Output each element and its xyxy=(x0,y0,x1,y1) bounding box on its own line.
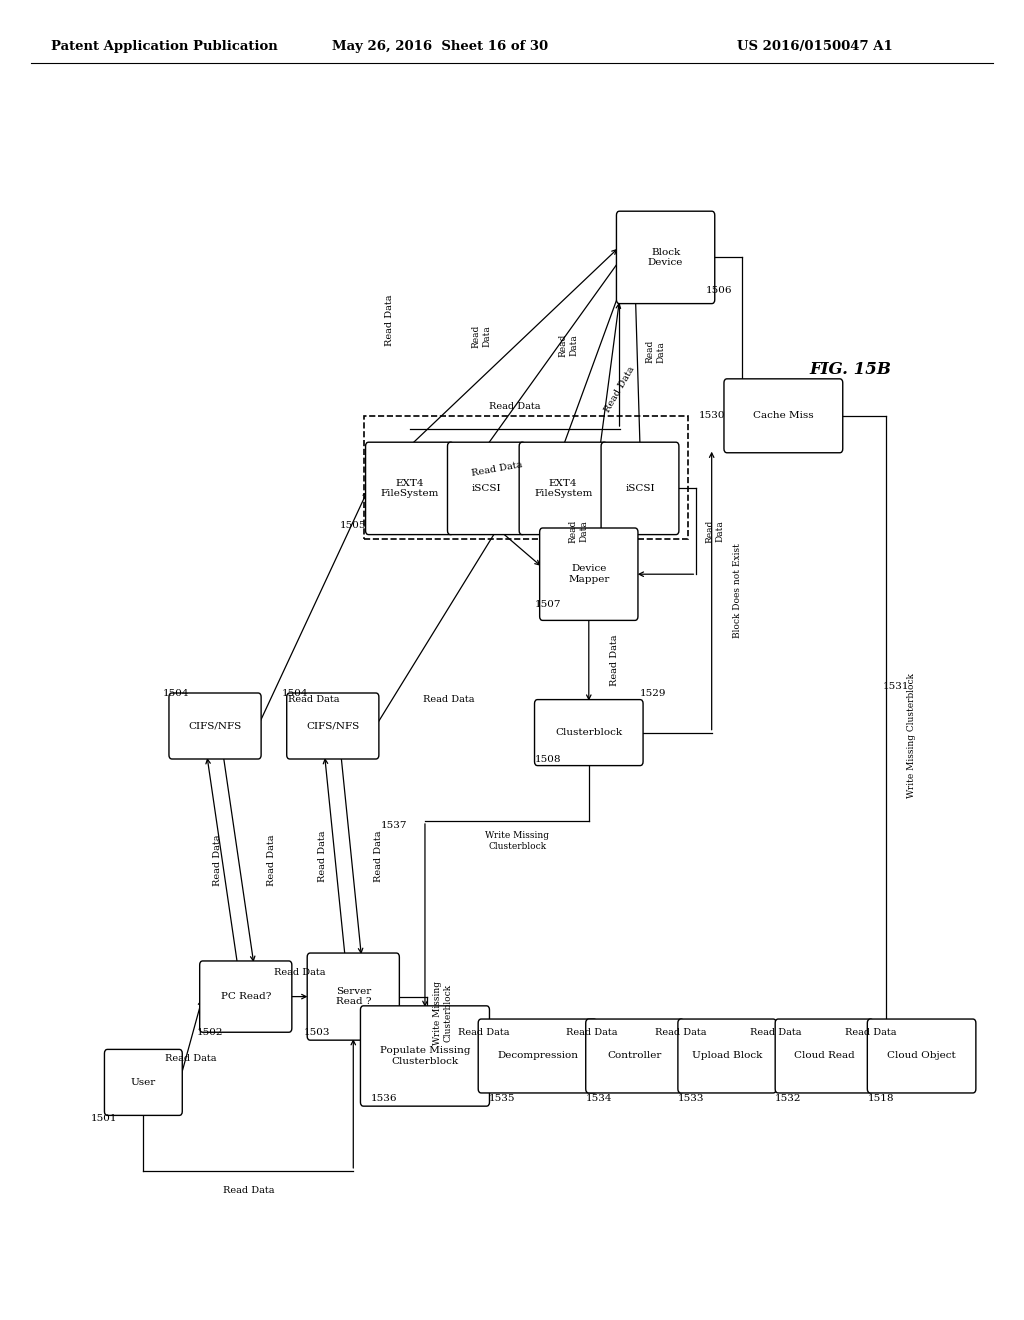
Text: Cloud Read: Cloud Read xyxy=(794,1052,855,1060)
Text: Read
Data: Read Data xyxy=(472,325,490,348)
Text: Read Data: Read Data xyxy=(565,1028,617,1036)
Text: Read Data: Read Data xyxy=(288,696,339,704)
Text: Read Data: Read Data xyxy=(458,1028,510,1036)
Text: 1504: 1504 xyxy=(282,689,308,697)
Text: Server
Read ?: Server Read ? xyxy=(336,987,371,1006)
Text: 1507: 1507 xyxy=(535,601,561,609)
FancyBboxPatch shape xyxy=(200,961,292,1032)
Text: Cloud Object: Cloud Object xyxy=(887,1052,956,1060)
FancyBboxPatch shape xyxy=(601,442,679,535)
FancyBboxPatch shape xyxy=(478,1019,597,1093)
Text: CIFS/NFS: CIFS/NFS xyxy=(188,722,242,730)
FancyBboxPatch shape xyxy=(775,1019,873,1093)
FancyBboxPatch shape xyxy=(287,693,379,759)
Text: 1535: 1535 xyxy=(488,1094,515,1102)
Text: 1505: 1505 xyxy=(340,521,367,529)
Text: Read
Data: Read Data xyxy=(706,520,724,543)
Text: Write Missing
Clusterblock: Write Missing Clusterblock xyxy=(433,981,452,1045)
FancyBboxPatch shape xyxy=(104,1049,182,1115)
Text: Write Missing Clusterblock: Write Missing Clusterblock xyxy=(907,673,915,799)
Text: Device
Mapper: Device Mapper xyxy=(568,565,609,583)
Text: Read Data: Read Data xyxy=(385,294,393,346)
FancyBboxPatch shape xyxy=(169,693,261,759)
Text: Read Data: Read Data xyxy=(222,1187,274,1195)
Text: Write Missing
Clusterblock: Write Missing Clusterblock xyxy=(485,832,549,850)
Text: 1531: 1531 xyxy=(883,682,909,690)
Text: Controller: Controller xyxy=(607,1052,663,1060)
FancyBboxPatch shape xyxy=(616,211,715,304)
Text: Block
Device: Block Device xyxy=(648,248,683,267)
Text: 1530: 1530 xyxy=(698,412,725,420)
Text: iSCSI: iSCSI xyxy=(626,484,654,492)
Text: Read Data: Read Data xyxy=(213,834,221,886)
Text: PC Read?: PC Read? xyxy=(220,993,271,1001)
Text: 1501: 1501 xyxy=(91,1114,118,1122)
FancyBboxPatch shape xyxy=(360,1006,489,1106)
Text: Populate Missing
Clusterblock: Populate Missing Clusterblock xyxy=(380,1047,470,1065)
Text: Patent Application Publication: Patent Application Publication xyxy=(51,40,278,53)
Text: 1503: 1503 xyxy=(304,1028,331,1036)
FancyBboxPatch shape xyxy=(366,442,454,535)
Text: 1537: 1537 xyxy=(381,821,408,829)
Text: Cache Miss: Cache Miss xyxy=(753,412,814,420)
Text: 1518: 1518 xyxy=(867,1094,894,1102)
Text: Read
Data: Read Data xyxy=(559,334,578,356)
Text: Read
Data: Read Data xyxy=(569,520,588,543)
Text: 1504: 1504 xyxy=(163,689,189,697)
Text: User: User xyxy=(131,1078,156,1086)
Text: 1502: 1502 xyxy=(197,1028,223,1036)
Text: 1506: 1506 xyxy=(706,286,732,294)
Text: Read Data: Read Data xyxy=(318,830,327,882)
Text: 1529: 1529 xyxy=(640,689,667,697)
Text: Read Data: Read Data xyxy=(375,830,383,882)
Text: Read Data: Read Data xyxy=(470,459,523,478)
FancyBboxPatch shape xyxy=(447,442,525,535)
Text: 1508: 1508 xyxy=(535,755,561,763)
Text: FIG. 15B: FIG. 15B xyxy=(809,362,891,378)
Text: Decompression: Decompression xyxy=(497,1052,579,1060)
FancyBboxPatch shape xyxy=(867,1019,976,1093)
Text: Read Data: Read Data xyxy=(610,634,618,686)
FancyBboxPatch shape xyxy=(540,528,638,620)
Text: May 26, 2016  Sheet 16 of 30: May 26, 2016 Sheet 16 of 30 xyxy=(332,40,549,53)
Text: Read Data: Read Data xyxy=(603,364,636,414)
FancyBboxPatch shape xyxy=(678,1019,776,1093)
Text: US 2016/0150047 A1: US 2016/0150047 A1 xyxy=(737,40,893,53)
Text: 1532: 1532 xyxy=(775,1094,802,1102)
Text: Read Data: Read Data xyxy=(267,834,275,886)
FancyBboxPatch shape xyxy=(586,1019,684,1093)
Text: Read Data: Read Data xyxy=(488,403,541,411)
Text: Read
Data: Read Data xyxy=(646,341,665,363)
FancyBboxPatch shape xyxy=(724,379,843,453)
Text: 1533: 1533 xyxy=(678,1094,705,1102)
Text: Upload Block: Upload Block xyxy=(692,1052,762,1060)
FancyBboxPatch shape xyxy=(307,953,399,1040)
Text: Clusterblock: Clusterblock xyxy=(555,729,623,737)
Text: Read Data: Read Data xyxy=(165,1055,217,1063)
Text: EXT4
FileSystem: EXT4 FileSystem xyxy=(380,479,439,498)
Text: Read Data: Read Data xyxy=(845,1028,896,1036)
Text: Read Data: Read Data xyxy=(655,1028,707,1036)
Text: Block Does not Exist: Block Does not Exist xyxy=(733,544,741,638)
FancyBboxPatch shape xyxy=(519,442,607,535)
Text: iSCSI: iSCSI xyxy=(472,484,501,492)
Text: 1536: 1536 xyxy=(371,1094,397,1102)
Text: EXT4
FileSystem: EXT4 FileSystem xyxy=(534,479,593,498)
Text: 1534: 1534 xyxy=(586,1094,612,1102)
FancyBboxPatch shape xyxy=(535,700,643,766)
Text: Read Data: Read Data xyxy=(273,969,326,977)
Text: Read Data: Read Data xyxy=(423,696,475,704)
Text: Read Data: Read Data xyxy=(750,1028,802,1036)
Text: CIFS/NFS: CIFS/NFS xyxy=(306,722,359,730)
